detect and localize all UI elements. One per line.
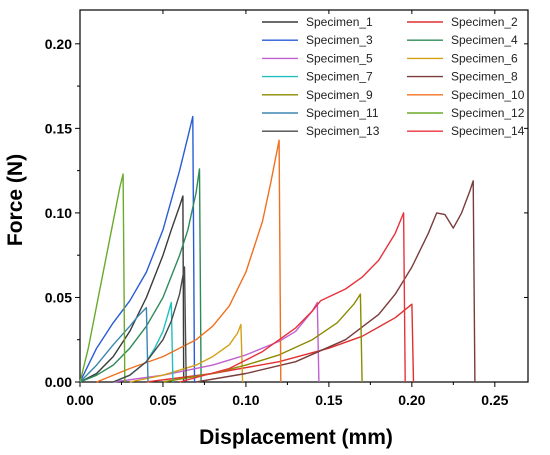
x-tick-label: 0.05 [149,392,176,408]
y-tick-label: 0.00 [45,374,72,390]
y-tick-label: 0.05 [45,289,72,305]
legend-label: Specimen_5 [306,51,373,65]
series-line-specimen-2 [146,303,415,383]
y-tick-label: 0.20 [45,36,72,52]
legend-label: Specimen_12 [451,106,525,120]
legend-label: Specimen_14 [451,124,525,138]
series-line-specimen-3 [79,115,196,383]
legend-label: Specimen_1 [306,15,373,29]
y-tick-label: 0.15 [45,120,72,136]
legend-label: Specimen_7 [306,70,373,84]
y-axis-title: Force (N) [4,154,27,246]
y-tick-label: 0.10 [45,205,72,221]
x-tick-label: 0.25 [481,392,508,408]
legend-label: Specimen_6 [451,51,518,65]
x-tick-label: 0.15 [315,392,342,408]
legend-label: Specimen_2 [451,15,518,29]
legend-label: Specimen_13 [306,124,380,138]
legend: Specimen_1 Specimen_2 Specimen_3 Specimen_4… [262,15,525,138]
x-tick-label: 0.20 [398,392,425,408]
x-axis-ticks: 0.00 0.05 0.10 0.15 0.20 0.25 [66,10,509,408]
series-line-specimen-5 [113,301,320,383]
y-axis-ticks: 0.00 0.05 0.10 0.15 0.20 [45,36,528,390]
series-line-specimen-11 [79,306,149,383]
series-line-specimen-12 [79,173,126,383]
plot-frame [79,9,529,383]
legend-label: Specimen_10 [451,88,525,102]
x-axis-title: Displacement (mm) [199,426,393,449]
series-line-specimen-8 [195,180,476,383]
series-line-specimen-4 [79,168,202,383]
legend-label: Specimen_11 [306,106,379,120]
plot-border [79,9,529,383]
legend-label: Specimen_4 [451,33,518,47]
x-tick-label: 0.00 [66,392,93,408]
x-tick-label: 0.10 [232,392,259,408]
series-lines [79,115,476,383]
series-line-specimen-1 [79,195,185,383]
series-line-specimen-6 [129,323,244,383]
series-line-specimen-10 [96,139,282,383]
legend-label: Specimen_9 [306,88,373,102]
series-line-specimen-13 [112,266,187,383]
legend-label: Specimen_3 [306,33,373,47]
series-line-specimen-14 [179,212,406,383]
legend-label: Specimen_8 [451,70,518,84]
